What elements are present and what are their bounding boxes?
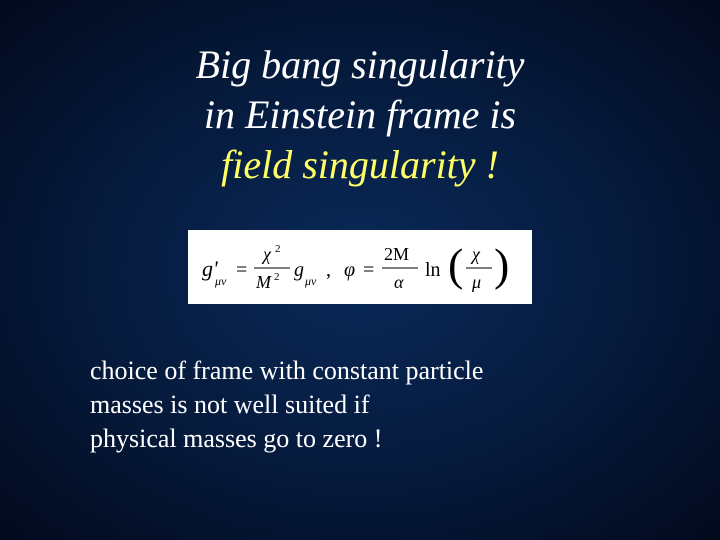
equation-box: g' μν = χ 2 M 2 g μν , φ = 2M: [188, 230, 532, 304]
eq-lparen: (: [448, 239, 463, 290]
eq-ln: ln: [425, 259, 441, 281]
slide-title: Big bang singularity in Einstein frame i…: [196, 40, 525, 190]
title-line-1: Big bang singularity: [196, 42, 525, 87]
body-line-2: masses is not well suited if: [90, 390, 369, 419]
equation-svg: g' μν = χ 2 M 2 g μν , φ = 2M: [200, 236, 520, 298]
eq-frac1-den-exp: 2: [274, 271, 280, 283]
eq-g-prime-sub: μν: [214, 274, 227, 288]
title-line-3: field singularity !: [196, 140, 525, 190]
eq-frac2-den: α: [394, 272, 404, 292]
eq-paren-den: μ: [471, 272, 481, 292]
body-line-1: choice of frame with constant particle: [90, 356, 483, 385]
eq-frac1-num: χ: [261, 244, 272, 264]
slide-container: Big bang singularity in Einstein frame i…: [0, 0, 720, 540]
eq-frac2-num: 2M: [384, 244, 409, 264]
eq-frac1-den: M: [255, 272, 272, 292]
eq-rparen: ): [494, 239, 509, 290]
body-line-3: physical masses go to zero !: [90, 424, 382, 453]
eq-g-tail-sub: μν: [304, 274, 317, 288]
body-text: choice of frame with constant particle m…: [90, 354, 630, 455]
eq-eq1: =: [236, 259, 247, 281]
title-line-2: in Einstein frame is: [204, 92, 516, 137]
eq-frac1-num-exp: 2: [275, 243, 281, 255]
eq-eq2: =: [363, 259, 374, 281]
eq-comma: ,: [326, 259, 331, 281]
eq-phi: φ: [344, 259, 355, 281]
eq-g-tail: g: [294, 259, 304, 281]
eq-paren-num: χ: [470, 244, 481, 264]
